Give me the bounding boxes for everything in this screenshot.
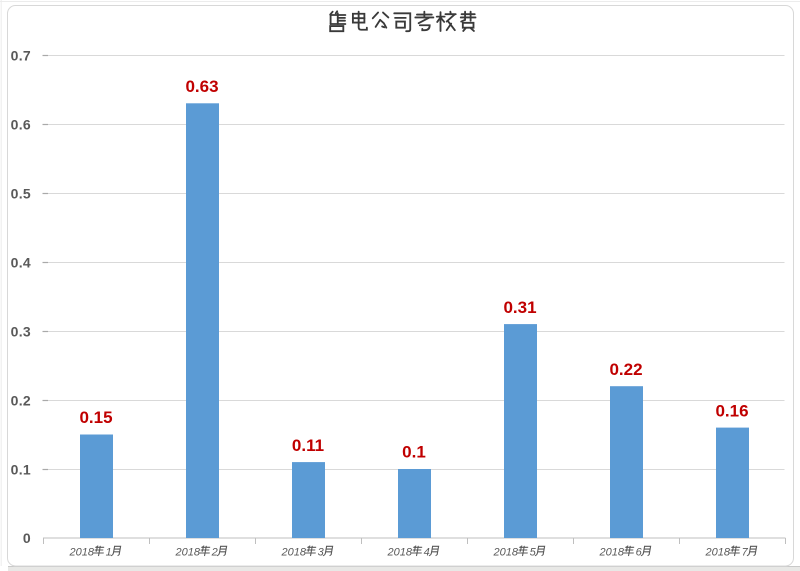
svg-text:2018: 2018 [493,547,519,559]
svg-text:2018: 2018 [705,547,731,559]
svg-text:0.1: 0.1 [402,443,426,462]
svg-text:2018: 2018 [281,547,307,559]
svg-text:0.2: 0.2 [11,393,31,409]
svg-text:2018: 2018 [69,547,95,559]
svg-text:0.5: 0.5 [11,186,31,202]
svg-text:4: 4 [424,547,430,559]
svg-text:0.16: 0.16 [715,401,748,420]
svg-text:2018: 2018 [387,547,413,559]
svg-text:0.4: 0.4 [11,255,31,271]
svg-text:0.7: 0.7 [11,48,31,64]
svg-text:0.1: 0.1 [11,462,31,478]
svg-text:0.31: 0.31 [503,298,536,317]
svg-text:0.22: 0.22 [609,360,642,379]
svg-text:2: 2 [211,547,218,559]
svg-text:3: 3 [318,547,325,559]
svg-text:5: 5 [530,547,537,559]
svg-text:0.15: 0.15 [79,408,112,427]
svg-text:1: 1 [106,547,112,559]
svg-text:2018: 2018 [599,547,625,559]
svg-text:7: 7 [742,547,749,559]
svg-text:6: 6 [636,547,643,559]
svg-text:0: 0 [23,530,31,546]
svg-text:0.3: 0.3 [11,324,31,340]
svg-text:2018: 2018 [175,547,201,559]
svg-text:0.11: 0.11 [292,436,324,455]
svg-text:0.63: 0.63 [185,77,218,96]
svg-text:0.6: 0.6 [11,117,31,133]
